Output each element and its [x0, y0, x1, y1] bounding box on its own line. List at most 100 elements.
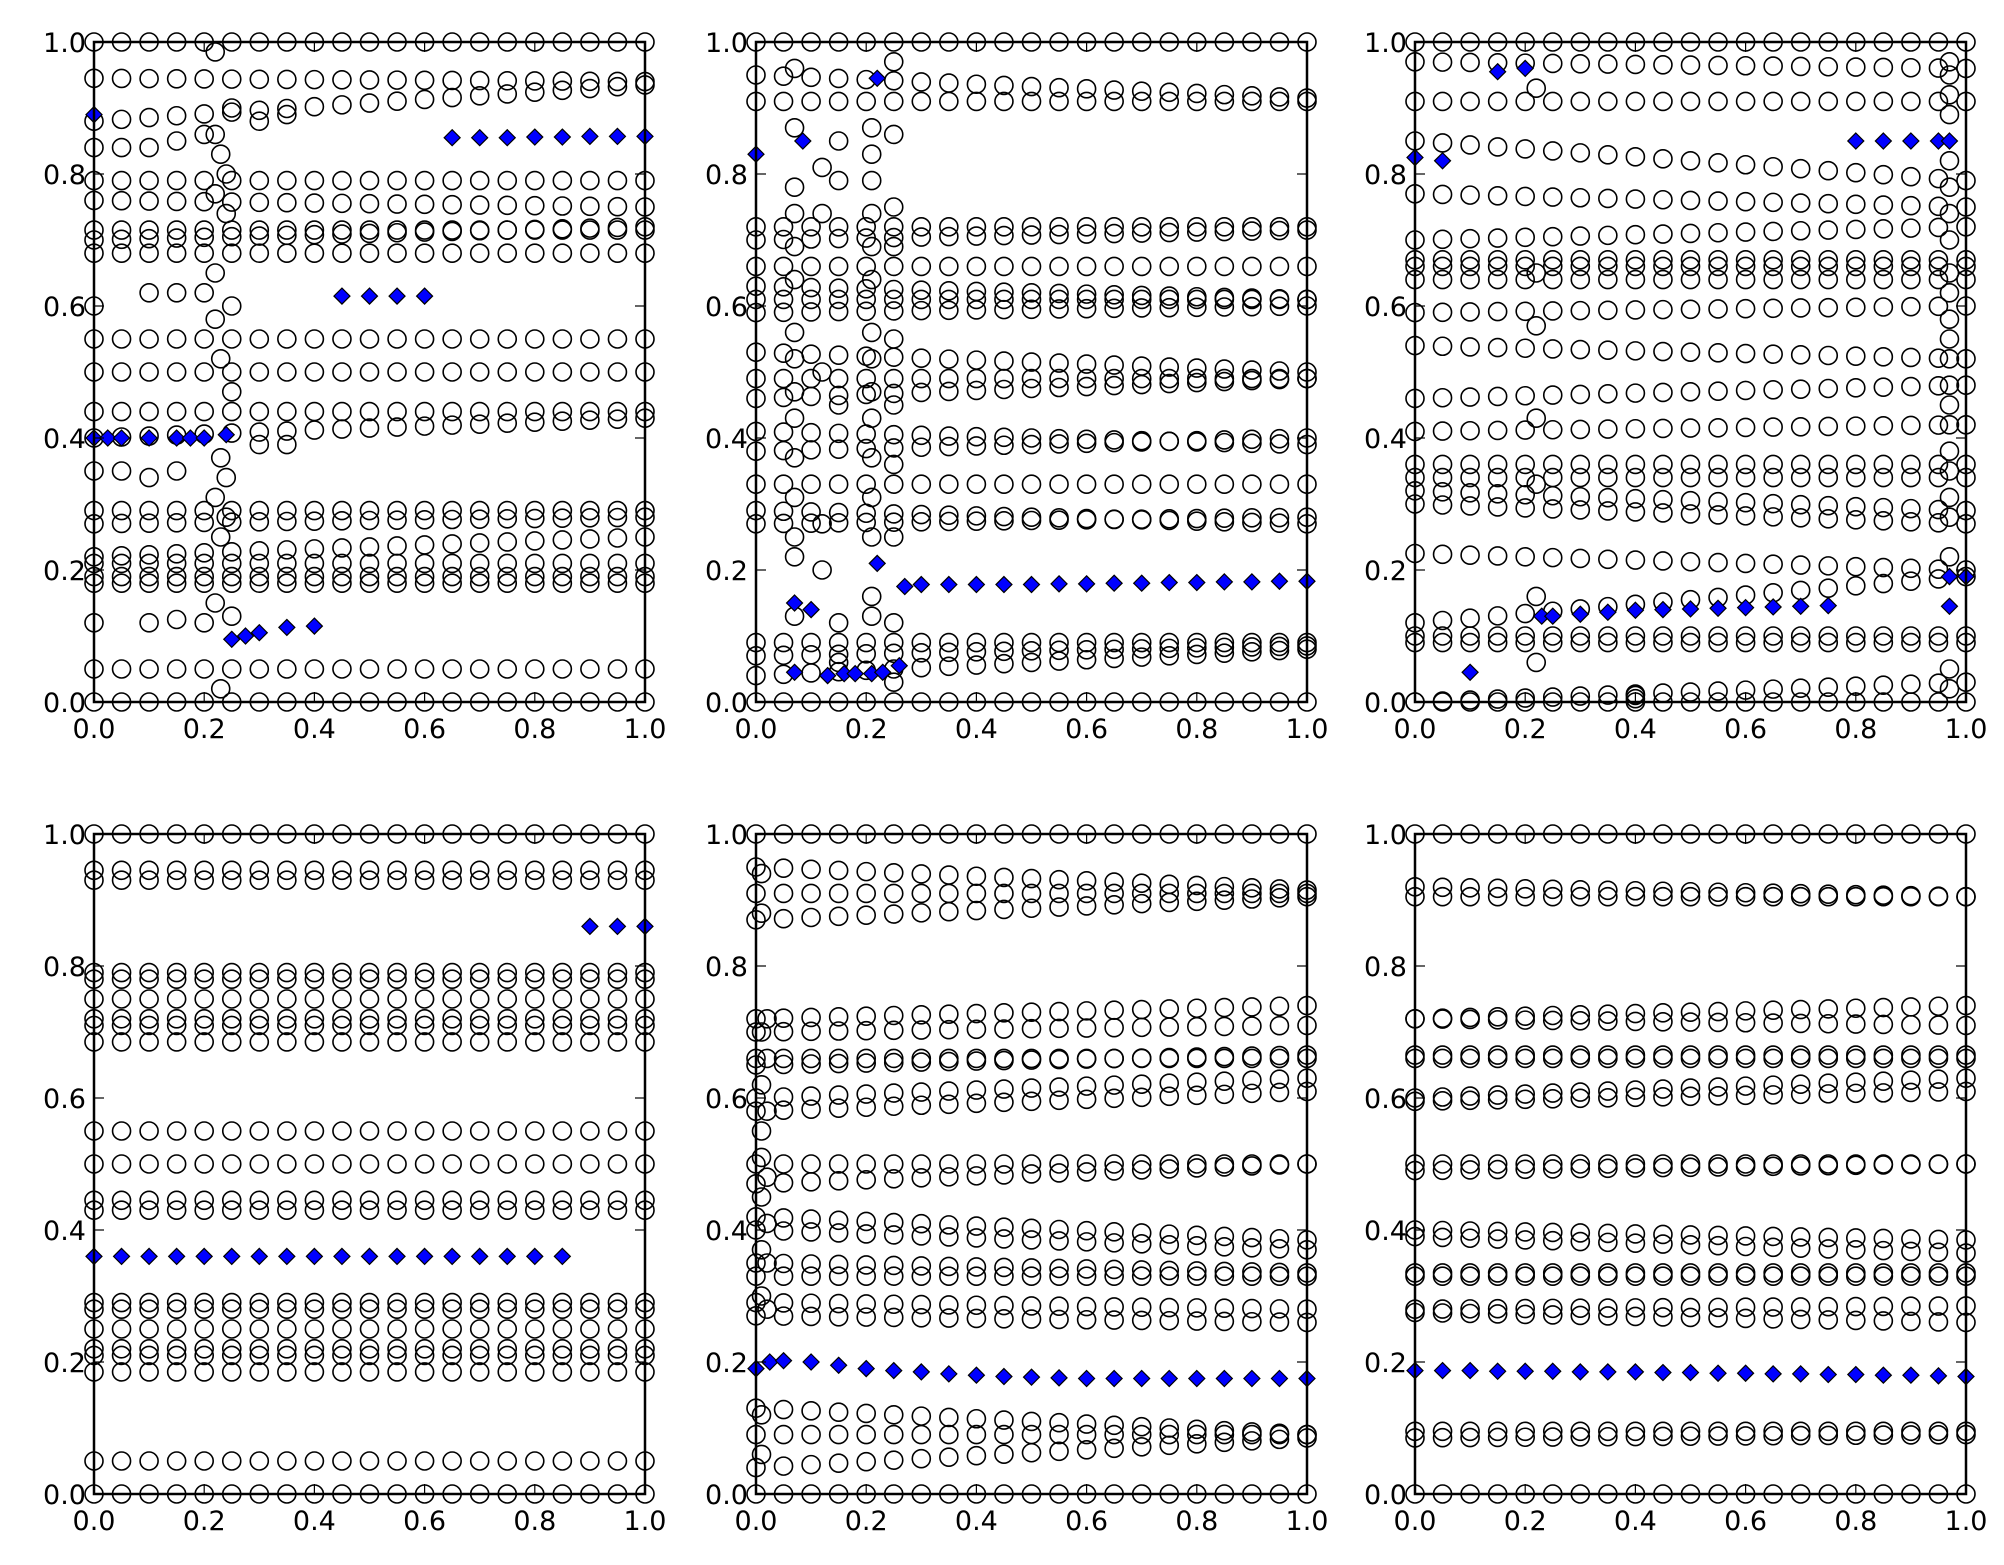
circle-point — [580, 529, 600, 549]
circle-point — [524, 412, 545, 432]
circle-point — [883, 383, 904, 404]
circle-point — [883, 289, 904, 310]
circle-point — [497, 70, 518, 91]
circle-point — [194, 1200, 214, 1220]
circle-point — [1159, 892, 1180, 913]
circle-point — [1104, 1222, 1124, 1242]
circle-point — [1542, 256, 1563, 277]
circle-point — [1653, 1087, 1673, 1107]
circle-point — [856, 1451, 877, 1472]
circle-point — [1625, 1087, 1646, 1108]
circle-point — [1763, 256, 1783, 277]
circle-point — [1598, 685, 1618, 705]
circle-point — [1242, 1238, 1262, 1258]
circle-point — [194, 573, 214, 594]
circle-point — [442, 1121, 462, 1141]
circle-point — [580, 989, 600, 1009]
circle-point — [1049, 510, 1069, 530]
circle-point — [856, 1170, 877, 1190]
circle-point — [1680, 1421, 1701, 1442]
circle-point — [966, 1093, 987, 1114]
circle-point — [1928, 513, 1949, 533]
circle-point — [304, 220, 325, 240]
circle-point — [1159, 1224, 1180, 1244]
circle-point — [966, 900, 987, 921]
circle-point — [1818, 1073, 1839, 1093]
circle-point — [1901, 1266, 1921, 1286]
circle-point — [966, 1228, 987, 1248]
circle-point — [1625, 256, 1646, 277]
circle-point — [111, 989, 132, 1009]
circle-point — [1901, 886, 1921, 907]
circle-point — [1818, 1310, 1839, 1330]
diamond-point — [1736, 598, 1755, 617]
circle-point — [911, 91, 932, 112]
diamond-point — [1940, 597, 1959, 616]
circle-point — [580, 78, 600, 99]
circle-point — [552, 243, 573, 263]
circle-point — [1487, 483, 1508, 504]
circle-point — [1159, 1017, 1180, 1037]
circle-point — [304, 69, 325, 90]
circle-point — [1214, 256, 1235, 277]
circle-point — [1214, 637, 1235, 658]
x-tick-label: 0.8 — [1834, 714, 1877, 745]
circle-point — [1708, 1297, 1728, 1318]
circle-point — [861, 203, 882, 224]
x-tick-label: 0.6 — [403, 1506, 446, 1537]
circle-point — [1901, 256, 1921, 277]
circle-point — [1460, 387, 1480, 407]
circle-point — [1928, 1296, 1949, 1316]
diamond-point — [1940, 567, 1959, 586]
circle-point — [194, 104, 214, 124]
circle-point — [883, 504, 904, 524]
circle-point — [1104, 1297, 1124, 1317]
circle-point — [828, 1085, 849, 1105]
circle-point — [1242, 883, 1262, 904]
circle-point — [939, 289, 959, 310]
circle-point — [861, 381, 882, 402]
circle-point — [856, 883, 877, 904]
circle-point — [442, 989, 462, 1009]
circle-point — [166, 228, 187, 248]
circle-point — [1460, 467, 1480, 488]
circle-point — [1214, 1298, 1235, 1319]
circle-point — [1873, 269, 1894, 290]
circle-point — [387, 566, 407, 587]
circle-point — [1625, 467, 1646, 488]
circle-point — [1901, 632, 1921, 653]
circle-point — [1939, 329, 1960, 349]
circle-point — [1131, 1437, 1152, 1457]
circle-point — [1570, 467, 1591, 488]
circle-point — [883, 236, 904, 257]
circle-point — [883, 329, 904, 349]
diamond-point — [857, 1359, 876, 1378]
circle-point — [359, 1339, 380, 1359]
circle-point — [387, 70, 407, 90]
circle-point — [883, 51, 904, 72]
circle-point — [205, 42, 226, 62]
circle-point — [1187, 222, 1207, 242]
circle-point — [249, 434, 270, 455]
circle-point — [1598, 1426, 1618, 1447]
circle-point — [249, 962, 270, 983]
circle-point — [1928, 348, 1949, 368]
circle-point — [194, 401, 214, 422]
circle-point — [1432, 1227, 1453, 1248]
circle-point — [580, 362, 600, 382]
circle-point — [784, 177, 805, 197]
circle-point — [552, 553, 573, 574]
circle-point — [1159, 509, 1180, 529]
circle-point — [883, 612, 904, 633]
circle-point — [1515, 139, 1535, 159]
circle-point — [1653, 249, 1673, 270]
circle-point — [332, 1121, 352, 1141]
circle-point — [883, 672, 904, 693]
circle-point — [939, 381, 959, 402]
circle-point — [1187, 1298, 1207, 1318]
circle-point — [1542, 1230, 1563, 1251]
circle-point — [497, 532, 518, 552]
circle-point — [966, 281, 987, 302]
circle-point — [1901, 415, 1921, 436]
circle-point — [1432, 302, 1453, 323]
